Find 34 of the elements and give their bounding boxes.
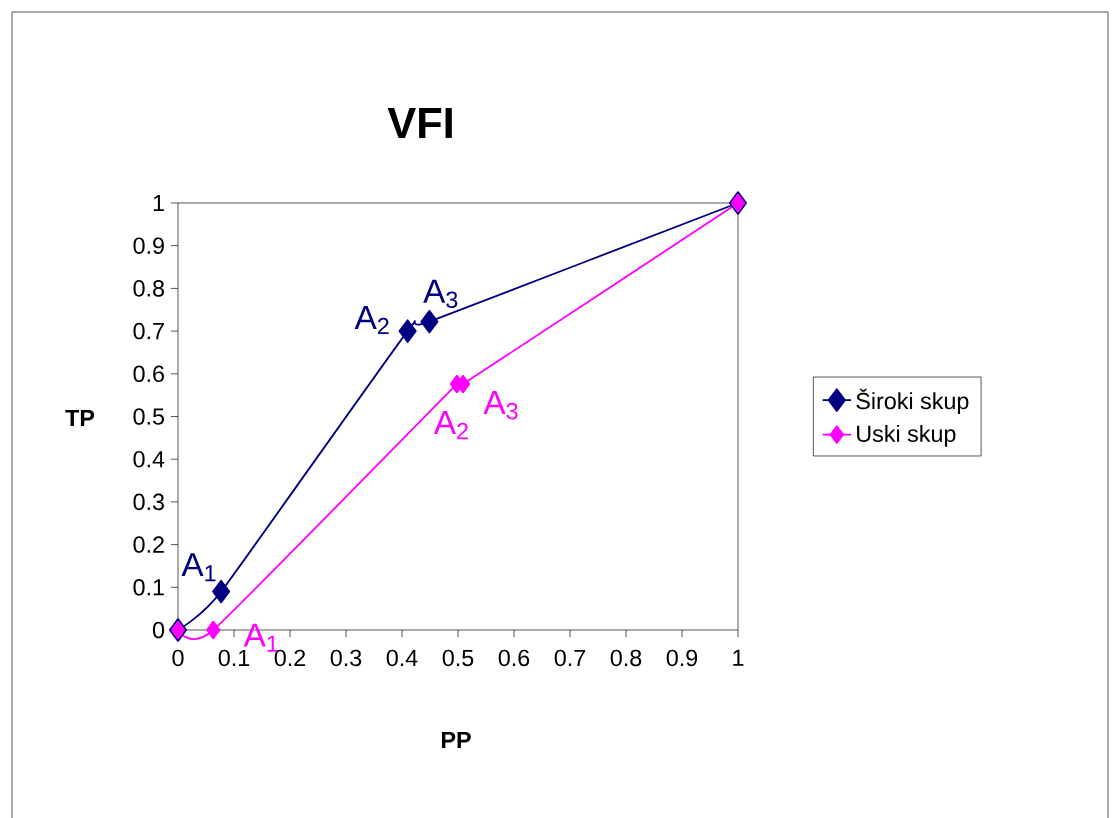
y-tick-label: 0.8 — [133, 280, 164, 297]
point — [206, 620, 221, 640]
chart-title: VFI — [387, 108, 452, 138]
annotation: A$_{2}$ — [433, 411, 468, 440]
y-tick-label: 0.4 — [133, 450, 165, 468]
legend-label: Uski skup — [857, 424, 956, 447]
x-tick-label: 0.4 — [386, 649, 418, 667]
y-axis-title: TP — [65, 409, 95, 427]
point — [420, 309, 439, 334]
y-tick-label: 0.9 — [133, 237, 164, 254]
legend-label: Široki skup — [856, 388, 969, 414]
x-tick-label: 0.9 — [666, 649, 698, 667]
y-tick-label: 1 — [153, 194, 164, 212]
x-tick-label: 1 — [733, 649, 744, 666]
x-tick-label: 0.3 — [330, 649, 362, 667]
annotation: A$_{3}$ — [483, 391, 518, 420]
x-tick-label: 0.1 — [218, 649, 250, 667]
x-axis-title: PP — [442, 731, 471, 749]
annotation: A$_{1}$ — [181, 553, 216, 582]
annotation: A$_{3}$ — [423, 279, 458, 309]
x-tick-label: 0.8 — [610, 649, 642, 667]
x-tick-label: 0.5 — [442, 649, 474, 667]
annotation: A$_{2}$ — [354, 305, 389, 335]
y-tick-label: 0.3 — [133, 493, 164, 511]
point — [398, 319, 417, 343]
y-tick-label: 0.1 — [133, 579, 164, 596]
y-tick-label: 0.5 — [133, 408, 165, 425]
y-tick-label: 0 — [152, 621, 165, 639]
y-tick-label: 0.6 — [133, 365, 164, 383]
x-tick-label: 0 — [172, 649, 184, 667]
x-tick-label: 0.7 — [554, 649, 586, 667]
x-tick-label: 0.6 — [498, 649, 530, 667]
y-tick-label: 0.7 — [133, 322, 164, 340]
y-tick-label: 0.2 — [133, 536, 164, 553]
